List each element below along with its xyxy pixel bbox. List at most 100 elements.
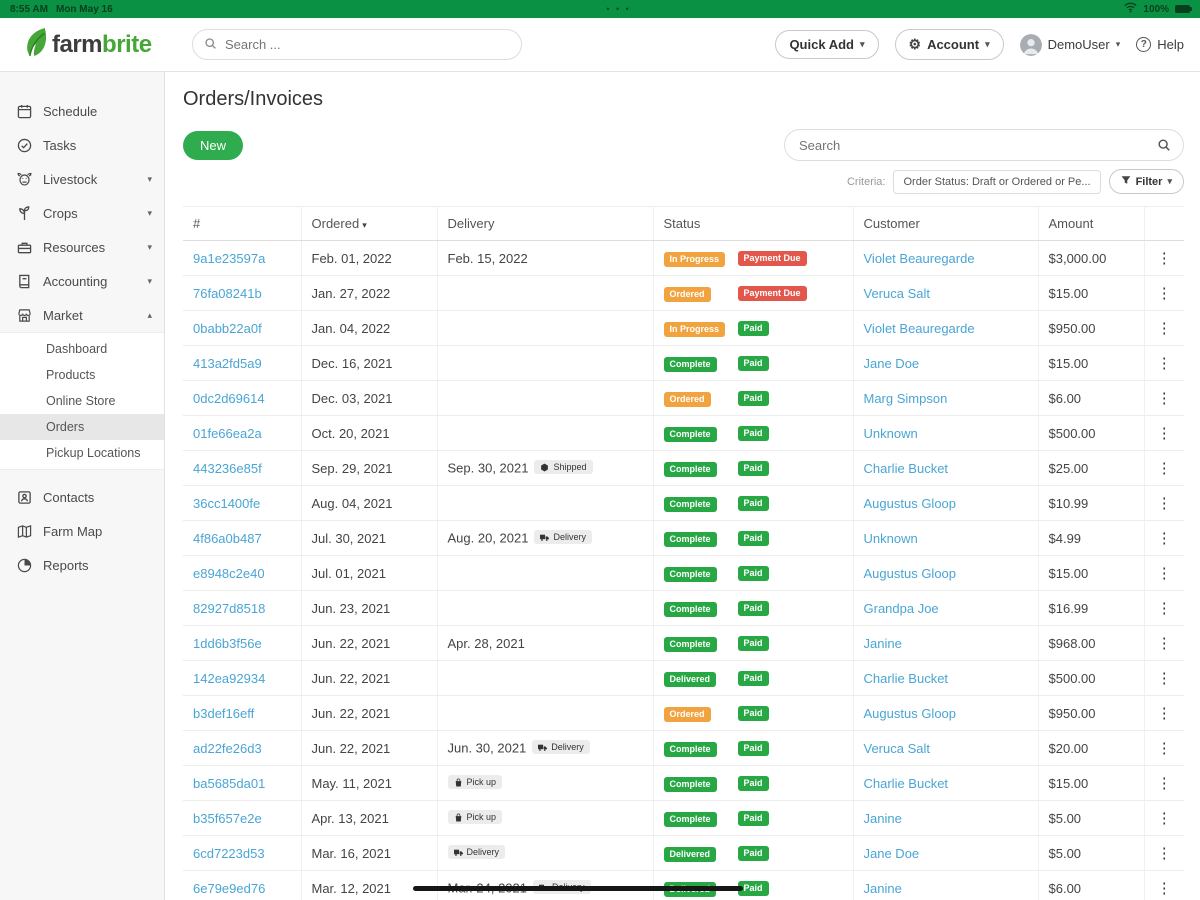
horizontal-scrollbar[interactable]	[413, 886, 743, 891]
sidebar-subitem-orders[interactable]: Orders	[0, 414, 164, 440]
sidebar-item-schedule[interactable]: Schedule	[0, 94, 164, 128]
row-actions-menu[interactable]: ⋮	[1143, 450, 1184, 486]
sidebar-item-market[interactable]: Market ▴	[0, 298, 164, 332]
customer-link[interactable]: Violet Beauregarde	[863, 250, 975, 266]
row-actions-menu[interactable]: ⋮	[1143, 485, 1184, 521]
row-actions-menu[interactable]: ⋮	[1143, 520, 1184, 556]
customer-link[interactable]: Violet Beauregarde	[863, 320, 975, 336]
table-row[interactable]: 142ea92934 Jun. 22, 2021 Delivered Paid C…	[183, 660, 1184, 696]
customer-link[interactable]: Charlie Bucket	[863, 670, 949, 686]
table-row[interactable]: b35f657e2e Apr. 13, 2021 Pick up Complet…	[183, 800, 1184, 836]
table-row[interactable]: 0babb22a0f Jan. 04, 2022 In Progress Paid…	[183, 310, 1184, 346]
table-row[interactable]: 6e79e9ed76 Mar. 12, 2021 Mar. 24, 2021De…	[183, 870, 1184, 900]
table-row[interactable]: 4f86a0b487 Jul. 30, 2021 Aug. 20, 2021 De…	[183, 520, 1184, 556]
global-search-input[interactable]	[192, 29, 522, 60]
quick-add-button[interactable]: Quick Add ▾	[775, 30, 879, 59]
order-id-link[interactable]: ad22fe26d3	[193, 740, 262, 756]
row-actions-menu[interactable]: ⋮	[1143, 275, 1184, 311]
row-actions-menu[interactable]: ⋮	[1143, 625, 1184, 661]
row-actions-menu[interactable]: ⋮	[1143, 590, 1184, 626]
user-menu-button[interactable]: DemoUser ▾	[1019, 33, 1120, 56]
column-header-customer[interactable]: Customer	[852, 206, 1038, 241]
column-header-ordered[interactable]: Ordered ▾	[300, 206, 437, 241]
order-id-link[interactable]: b35f657e2e	[193, 810, 262, 826]
filter-button[interactable]: Filter ▾	[1108, 169, 1184, 194]
customer-link[interactable]: Jane Doe	[863, 845, 920, 861]
table-row[interactable]: 76fa08241b Jan. 27, 2022 Ordered Payment …	[183, 275, 1184, 311]
table-row[interactable]: 0dc2d69614 Dec. 03, 2021 Ordered Paid Mar…	[183, 380, 1184, 416]
sidebar-subitem-pickup-locations[interactable]: Pickup Locations	[46, 446, 141, 460]
table-row[interactable]: 36cc1400fe Aug. 04, 2021 Complete Paid Au…	[183, 485, 1184, 521]
customer-link[interactable]: Unknown	[863, 425, 918, 441]
order-id-link[interactable]: 0dc2d69614	[193, 390, 265, 406]
customer-link[interactable]: Veruca Salt	[863, 285, 931, 301]
sidebar-item-reports[interactable]: Reports	[0, 548, 164, 582]
order-id-link[interactable]: 1dd6b3f56e	[193, 635, 262, 651]
row-actions-menu[interactable]: ⋮	[1143, 835, 1184, 871]
customer-link[interactable]: Unknown	[863, 530, 918, 546]
table-row[interactable]: 6cd7223d53 Mar. 16, 2021 Delivery Delive…	[183, 835, 1184, 871]
customer-link[interactable]: Janine	[863, 880, 902, 896]
table-row[interactable]: ad22fe26d3 Jun. 22, 2021 Jun. 30, 2021 De…	[183, 730, 1184, 766]
sidebar-item-tasks[interactable]: Tasks	[0, 128, 164, 162]
sidebar-item-farm-map[interactable]: Farm Map	[0, 514, 164, 548]
row-actions-menu[interactable]: ⋮	[1143, 415, 1184, 451]
order-id-link[interactable]: b3def16eff	[193, 705, 255, 721]
order-id-link[interactable]: 4f86a0b487	[193, 530, 262, 546]
row-actions-menu[interactable]: ⋮	[1143, 240, 1184, 276]
order-id-link[interactable]: 36cc1400fe	[193, 495, 261, 511]
order-id-link[interactable]: 443236e85f	[193, 460, 262, 476]
row-actions-menu[interactable]: ⋮	[1143, 380, 1184, 416]
table-search-input[interactable]	[784, 129, 1184, 161]
order-id-link[interactable]: 82927d8518	[193, 600, 266, 616]
row-actions-menu[interactable]: ⋮	[1143, 695, 1184, 731]
sidebar-subitem-products[interactable]: Products	[46, 368, 96, 382]
sidebar-subitem-dashboard[interactable]: Dashboard	[46, 342, 108, 356]
table-row[interactable]: 443236e85f Sep. 29, 2021 Sep. 30, 2021 Sh…	[183, 450, 1184, 486]
row-actions-menu[interactable]: ⋮	[1143, 660, 1184, 696]
row-actions-menu[interactable]: ⋮	[1143, 870, 1184, 900]
order-id-link[interactable]: 413a2fd5a9	[193, 355, 262, 371]
row-actions-menu[interactable]: ⋮	[1143, 555, 1184, 591]
farmbrite-logo[interactable]: farmbrite	[22, 26, 170, 63]
customer-link[interactable]: Charlie Bucket	[863, 460, 949, 476]
sidebar-subitem-online-store[interactable]: Online Store	[46, 394, 116, 408]
order-id-link[interactable]: 142ea92934	[193, 670, 266, 686]
column-header-delivery[interactable]: Delivery	[436, 206, 653, 241]
row-actions-menu[interactable]: ⋮	[1143, 765, 1184, 801]
help-button[interactable]: ? Help	[1136, 37, 1184, 52]
table-row[interactable]: 01fe66ea2a Oct. 20, 2021 Complete Paid Un…	[183, 415, 1184, 451]
order-id-link[interactable]: 01fe66ea2a	[193, 425, 262, 441]
customer-link[interactable]: Jane Doe	[863, 355, 920, 371]
order-id-link[interactable]: 6cd7223d53	[193, 845, 265, 861]
customer-link[interactable]: Augustus Gloop	[863, 705, 957, 721]
order-id-link[interactable]: 76fa08241b	[193, 285, 262, 301]
account-menu-button[interactable]: ⚙ Account ▾	[894, 29, 1004, 60]
table-row[interactable]: 1dd6b3f56e Jun. 22, 2021 Apr. 28, 2021 C…	[183, 625, 1184, 661]
table-row[interactable]: e8948c2e40 Jul. 01, 2021 Complete Paid Au…	[183, 555, 1184, 591]
sidebar-item-accounting[interactable]: Accounting ▾	[0, 264, 164, 298]
column-header-amount[interactable]: Amount	[1037, 206, 1144, 241]
sidebar-item-crops[interactable]: Crops ▾	[0, 196, 164, 230]
customer-link[interactable]: Janine	[863, 810, 902, 826]
table-row[interactable]: 82927d8518 Jun. 23, 2021 Complete Paid Gr…	[183, 590, 1184, 626]
table-row[interactable]: ba5685da01 May. 11, 2021 Pick up Complet…	[183, 765, 1184, 801]
customer-link[interactable]: Marg Simpson	[863, 390, 948, 406]
column-header-status[interactable]: Status	[652, 206, 853, 241]
row-actions-menu[interactable]: ⋮	[1143, 730, 1184, 766]
customer-link[interactable]: Augustus Gloop	[863, 565, 957, 581]
order-id-link[interactable]: 9a1e23597a	[193, 250, 266, 266]
customer-link[interactable]: Grandpa Joe	[863, 600, 939, 616]
sidebar-item-resources[interactable]: Resources ▾	[0, 230, 164, 264]
row-actions-menu[interactable]: ⋮	[1143, 800, 1184, 836]
new-order-button[interactable]: New	[183, 130, 244, 160]
order-id-link[interactable]: ba5685da01	[193, 775, 266, 791]
customer-link[interactable]: Charlie Bucket	[863, 775, 949, 791]
table-row[interactable]: 413a2fd5a9 Dec. 16, 2021 Complete Paid Ja…	[183, 345, 1184, 381]
row-actions-menu[interactable]: ⋮	[1143, 310, 1184, 346]
row-actions-menu[interactable]: ⋮	[1143, 345, 1184, 381]
sidebar-item-livestock[interactable]: Livestock ▾	[0, 162, 164, 196]
column-header-id[interactable]: #	[183, 206, 301, 241]
table-row[interactable]: b3def16eff Jun. 22, 2021 Ordered Paid Aug…	[183, 695, 1184, 731]
sidebar-item-contacts[interactable]: Contacts	[0, 480, 164, 514]
